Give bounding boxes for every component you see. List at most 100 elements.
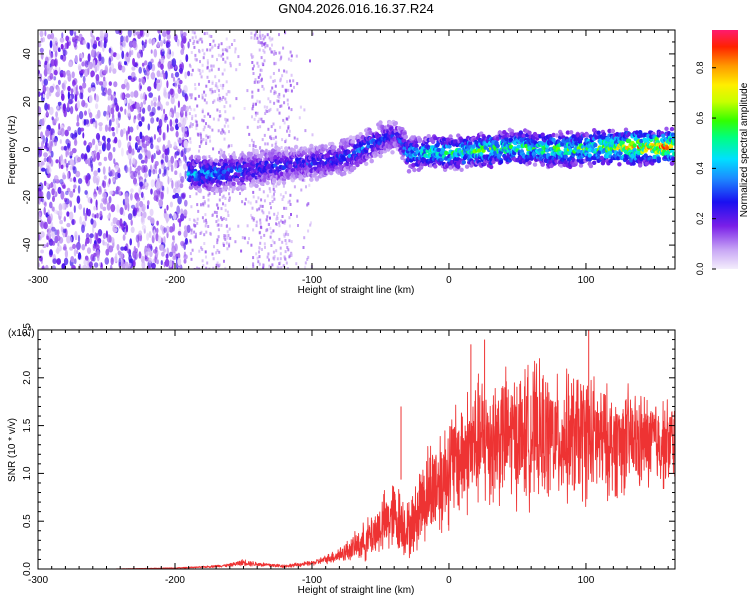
noise-blob — [60, 73, 63, 77]
noise-speck — [202, 49, 204, 52]
noise-speck — [204, 213, 206, 216]
noise-speck — [273, 123, 275, 126]
noise-blob — [111, 257, 114, 265]
noise-blob — [175, 118, 178, 123]
noise-speck — [292, 79, 294, 82]
noise-blob — [50, 59, 55, 66]
noise-blob — [70, 159, 74, 165]
noise-blob — [94, 232, 96, 240]
noise-blob — [93, 194, 96, 199]
noise-blob — [83, 140, 86, 145]
noise-blob — [104, 157, 107, 161]
ridge-cell — [309, 178, 313, 182]
noise-blob — [77, 196, 81, 204]
noise-blob — [63, 50, 68, 56]
noise-speck — [192, 31, 194, 34]
noise-speck — [209, 115, 211, 118]
noise-speck — [278, 96, 280, 99]
noise-blob — [133, 28, 136, 37]
noise-blob — [156, 180, 160, 189]
noise-blob — [40, 250, 44, 254]
noise-blob — [103, 233, 106, 239]
noise-blob — [77, 157, 81, 162]
noise-blob — [135, 102, 140, 109]
noise-blob — [63, 103, 66, 111]
noise-speck — [287, 103, 289, 106]
noise-blob — [109, 191, 113, 195]
ridge-cell — [282, 181, 286, 185]
noise-blob — [81, 244, 85, 250]
noise-speck — [262, 263, 264, 266]
noise-blob — [176, 205, 180, 214]
noise-speck — [290, 213, 292, 216]
noise-blob — [101, 92, 105, 96]
noise-blob — [153, 97, 157, 102]
ridge-cell — [541, 133, 545, 137]
noise-blob — [124, 246, 128, 251]
noise-speck — [278, 238, 280, 241]
noise-speck — [219, 115, 221, 118]
noise-speck — [285, 230, 287, 233]
ridge-cell — [489, 165, 493, 169]
noise-blob — [147, 86, 151, 92]
noise-speck — [217, 224, 219, 227]
noise-blob — [179, 80, 182, 84]
noise-blob — [169, 252, 173, 257]
noise-speck — [275, 136, 277, 139]
noise-speck — [250, 32, 252, 35]
noise-blob — [60, 156, 63, 165]
noise-blob — [109, 119, 112, 126]
noise-blob — [100, 211, 103, 217]
noise-speck — [289, 80, 291, 83]
noise-blob — [137, 136, 140, 141]
noise-speck — [281, 146, 283, 149]
noise-speck — [226, 80, 228, 83]
noise-speck — [307, 256, 309, 259]
noise-speck — [270, 231, 272, 234]
noise-blob — [92, 213, 95, 217]
noise-blob — [67, 172, 69, 180]
noise-blob — [52, 196, 55, 202]
noise-blob — [65, 250, 68, 259]
ridge-cell — [254, 184, 258, 188]
noise-blob — [170, 202, 173, 208]
ridge-cell — [633, 143, 637, 147]
noise-speck — [216, 109, 218, 112]
noise-speck — [216, 203, 218, 206]
noise-speck — [286, 118, 288, 121]
noise-speck — [217, 265, 219, 268]
ridge-cell — [378, 120, 382, 124]
noise-blob — [79, 216, 82, 225]
noise-speck — [218, 94, 220, 97]
noise-blob — [118, 139, 122, 148]
noise-speck — [240, 250, 242, 253]
ridge-cell — [224, 186, 228, 190]
noise-speck — [266, 218, 268, 221]
noise-speck — [284, 121, 286, 124]
noise-speck — [239, 63, 241, 66]
noise-blob — [106, 111, 109, 116]
noise-speck — [305, 261, 307, 264]
noise-blob — [52, 116, 54, 120]
noise-blob — [144, 173, 148, 179]
noise-speck — [203, 56, 205, 59]
noise-blob — [107, 138, 111, 143]
noise-blob — [169, 112, 172, 116]
noise-blob — [66, 163, 69, 168]
noise-speck — [189, 137, 191, 140]
noise-blob — [53, 76, 56, 80]
noise-blob — [99, 262, 101, 266]
noise-blob — [112, 132, 115, 137]
noise-blob — [147, 105, 151, 112]
noise-speck — [226, 93, 228, 96]
noise-blob — [93, 44, 97, 49]
noise-blob — [69, 191, 73, 198]
noise-blob — [90, 237, 92, 244]
noise-blob — [78, 252, 81, 260]
noise-blob — [73, 189, 75, 193]
noise-blob — [53, 44, 57, 53]
noise-blob — [129, 259, 133, 264]
noise-blob — [57, 86, 60, 95]
noise-blob — [44, 222, 48, 229]
noise-speck — [202, 259, 204, 262]
